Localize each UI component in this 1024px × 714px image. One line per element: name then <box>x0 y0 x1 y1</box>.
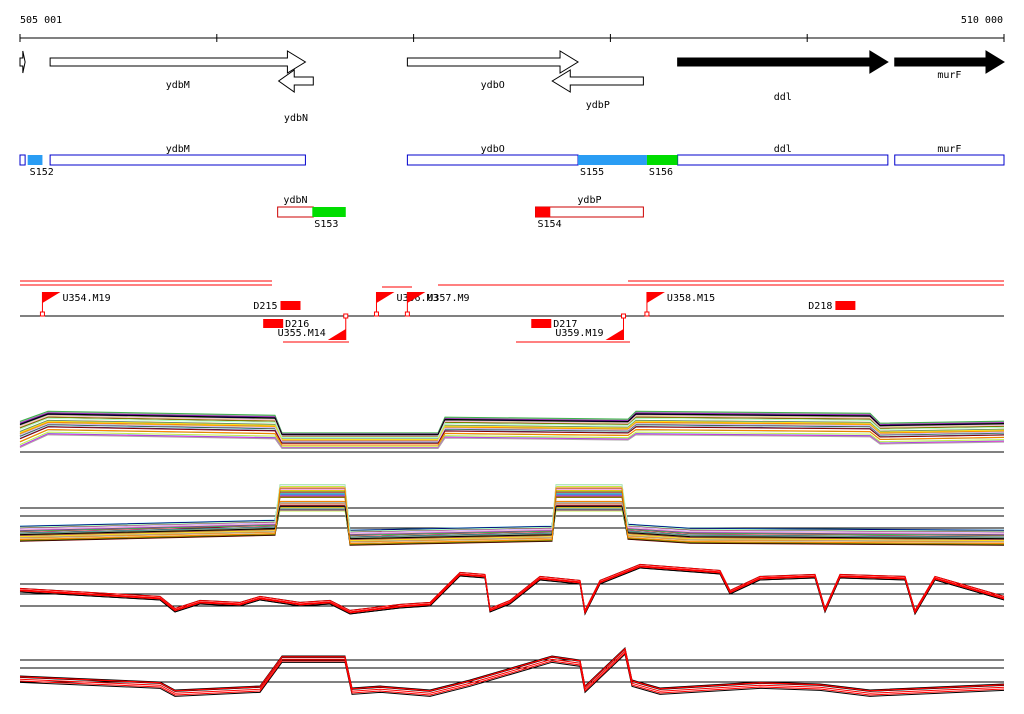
gene-arrow <box>277 69 314 93</box>
profile-line <box>19 565 1005 614</box>
segment-label: S155 <box>580 167 604 178</box>
gene-box-plus <box>49 154 306 166</box>
profile-line <box>19 652 1005 696</box>
profile-line <box>19 484 1005 534</box>
gene-box-minus <box>535 206 644 218</box>
profile-line <box>19 653 1005 697</box>
promoter-site <box>644 311 650 317</box>
gene-box-label: ydbP <box>577 195 601 206</box>
expression-profile-tracks <box>19 410 1005 697</box>
promoter-label: U358.M15 <box>667 293 715 304</box>
gene-arrow-label: murF <box>937 70 961 81</box>
profile-line <box>19 564 1005 613</box>
promoter-site <box>621 313 627 319</box>
promoter-site <box>343 313 349 319</box>
promoter-label: U356.M3 <box>396 293 438 304</box>
gene-box-plus <box>677 154 889 166</box>
gene-box-label: ydbO <box>481 144 505 155</box>
segment-plus <box>578 155 647 165</box>
profile-line <box>19 648 1005 692</box>
gene-arrow-track: ydbM ydbN ydbO ydbP ddl murF <box>19 50 1005 124</box>
profile-line <box>19 412 1005 435</box>
promoter-flag <box>42 292 61 303</box>
profile-line <box>19 431 1005 448</box>
promoter-label: U359.M19 <box>555 328 603 339</box>
gene-arrow <box>551 69 644 93</box>
profile-line <box>19 428 1005 446</box>
profile-line <box>19 413 1005 436</box>
gene-box-label: murF <box>937 144 961 155</box>
gene-arrow <box>49 50 307 74</box>
promoter-flag <box>327 329 346 340</box>
gene-box-plus <box>894 154 1005 166</box>
gene-arrow-label: ydbM <box>166 80 190 91</box>
promoter-label: U357.M9 <box>427 293 469 304</box>
gene-arrow <box>677 50 889 74</box>
profile-line <box>19 415 1005 437</box>
profile-line <box>19 434 1005 450</box>
profile-line <box>19 487 1005 545</box>
ruler-ticks <box>19 34 1005 42</box>
gene-arrow-label: ydbN <box>284 113 308 124</box>
gene-box-minus <box>277 206 314 218</box>
segment-minus <box>312 207 346 217</box>
profile-line <box>19 423 1005 442</box>
terminator-label: D217 <box>553 319 577 330</box>
gene-arrow <box>19 50 26 74</box>
gene-box-plus <box>19 154 26 166</box>
profile-line <box>19 650 1005 694</box>
coordinate-ruler: 505 001 510 000 <box>19 15 1005 42</box>
terminator-label: D218 <box>808 301 832 312</box>
gene-box-label: ddl <box>774 144 792 155</box>
ruler-start-label: 505 001 <box>20 15 62 26</box>
gene-box-track: ydbM ydbO ddl murF ydbN ydbP S152 S155 S156 S153 S… <box>19 144 1005 230</box>
profile-line <box>19 417 1005 439</box>
segment-label: S153 <box>314 219 338 230</box>
terminator-box <box>280 301 301 310</box>
promoter-flag <box>605 329 624 340</box>
profile-line <box>19 420 1005 440</box>
promoter-flag <box>376 292 395 303</box>
ruler-end-label: 510 000 <box>961 15 1003 26</box>
segment-label: S156 <box>649 167 673 178</box>
gene-box-plus <box>406 154 579 166</box>
profile-line <box>19 433 1005 449</box>
profile-line <box>19 647 1005 692</box>
promoter-label: U354.M19 <box>62 293 110 304</box>
profile-line <box>19 410 1005 434</box>
promoter-flag <box>646 292 665 303</box>
profile-line <box>19 426 1005 444</box>
gene-arrow-label: ydbO <box>481 80 505 91</box>
promoter-site <box>404 311 410 317</box>
terminator-label: D216 <box>285 319 309 330</box>
segment-label: S154 <box>538 219 562 230</box>
gene-arrow-label: ddl <box>774 92 792 103</box>
gene-arrow-label: ydbP <box>586 100 610 111</box>
terminator-label: D215 <box>253 301 277 312</box>
profile-line <box>19 648 1005 692</box>
promoter-site <box>373 311 379 317</box>
profile-line <box>19 484 1005 532</box>
segment-plus <box>27 155 43 165</box>
promoter-label: U355.M14 <box>278 328 326 339</box>
terminator-box <box>835 301 856 310</box>
promoter-flag <box>407 292 426 303</box>
gene-arrow <box>406 50 579 74</box>
promoter-site <box>39 311 45 317</box>
gene-box-label: ydbM <box>166 144 190 155</box>
segment-label: S152 <box>30 167 54 178</box>
segment-plus <box>646 155 678 165</box>
terminator-box <box>263 319 284 328</box>
gene-arrow <box>894 50 1005 74</box>
profile-line <box>19 647 1005 692</box>
gene-box-label: ydbN <box>283 195 307 206</box>
segment-minus <box>535 207 551 217</box>
terminator-box <box>531 319 552 328</box>
